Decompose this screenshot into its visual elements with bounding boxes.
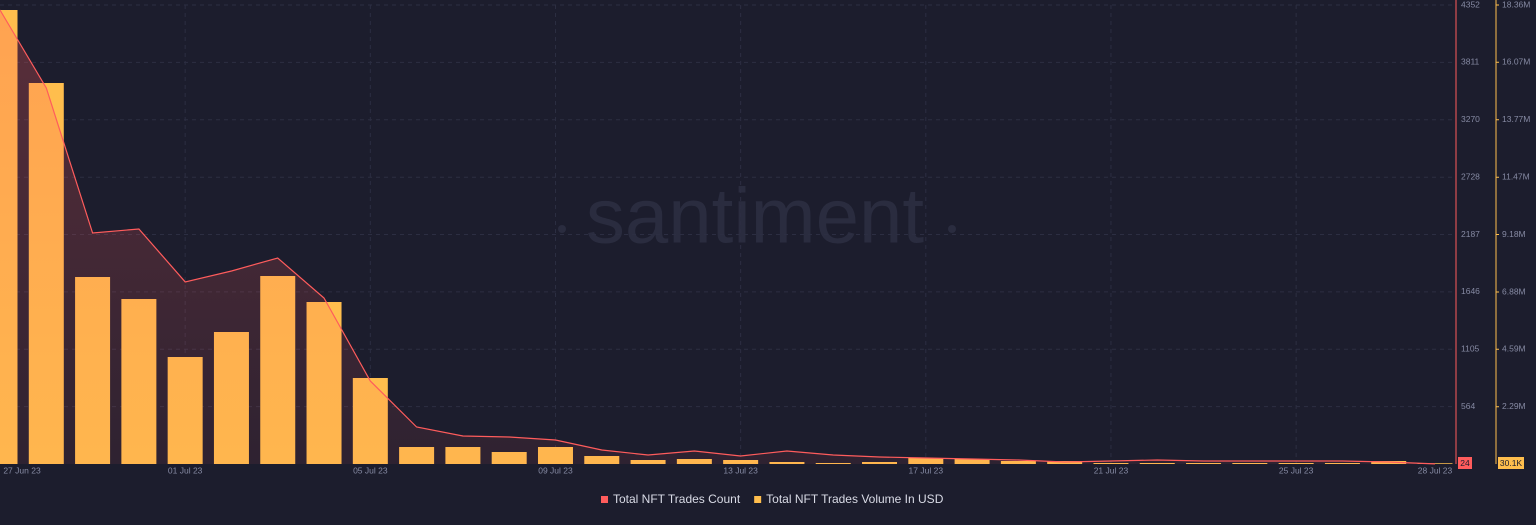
x-tick-label: 17 Jul 23 bbox=[909, 465, 944, 475]
x-tick-label: 25 Jul 23 bbox=[1279, 465, 1314, 475]
y2-tick-label: 9.18M bbox=[1502, 229, 1526, 239]
legend: Total NFT Trades Count Total NFT Trades V… bbox=[601, 492, 944, 506]
x-tick-label: 27 Jun 23 bbox=[3, 465, 41, 475]
y-tick-label: 3270 bbox=[1461, 114, 1480, 124]
x-tick-label: 09 Jul 23 bbox=[538, 465, 573, 475]
y-tick-label: 3811 bbox=[1461, 57, 1480, 67]
y-tick-label: 1646 bbox=[1461, 286, 1480, 296]
y2-tick-label: 2.29M bbox=[1502, 401, 1526, 411]
line bbox=[0, 9, 1436, 465]
last-value-label: 30.1K bbox=[1500, 458, 1523, 468]
y2-tick-label: 11.47M bbox=[1502, 172, 1530, 182]
y-tick-label: 1105 bbox=[1461, 344, 1480, 354]
x-tick-label: 05 Jul 23 bbox=[353, 465, 388, 475]
y-tick-label: 2728 bbox=[1461, 171, 1480, 181]
x-tick-label: 28 Jul 23 bbox=[1418, 465, 1453, 475]
y2-tick-label: 18.36M bbox=[1502, 0, 1530, 9]
legend-label: Total NFT Trades Count bbox=[613, 492, 741, 506]
legend-swatch bbox=[754, 496, 762, 503]
y-tick-label: 2187 bbox=[1461, 229, 1480, 239]
y2-tick-label: 13.77M bbox=[1502, 114, 1530, 124]
y-tick-label: 4352 bbox=[1461, 0, 1480, 9]
y-tick-label: 564 bbox=[1461, 401, 1475, 411]
last-value-label: 24 bbox=[1460, 458, 1470, 468]
legend-swatch bbox=[601, 496, 608, 503]
watermark-dot bbox=[948, 225, 956, 233]
watermark-dot bbox=[558, 225, 566, 233]
y2-tick-label: 16.07M bbox=[1502, 57, 1530, 67]
y2-tick-label: 4.59M bbox=[1502, 344, 1526, 354]
line-area bbox=[0, 10, 1435, 464]
x-tick-label: 13 Jul 23 bbox=[723, 465, 758, 475]
last-value-badge bbox=[1498, 457, 1524, 469]
y2-tick-label: 6.88M bbox=[1502, 286, 1526, 296]
x-tick-label: 01 Jul 23 bbox=[168, 465, 203, 475]
x-tick-label: 21 Jul 23 bbox=[1094, 465, 1129, 475]
last-value-badge bbox=[1458, 457, 1472, 469]
watermark-group: santiment bbox=[558, 172, 956, 260]
watermark: santiment bbox=[586, 172, 924, 260]
legend-label: Total NFT Trades Volume In USD bbox=[766, 492, 944, 506]
